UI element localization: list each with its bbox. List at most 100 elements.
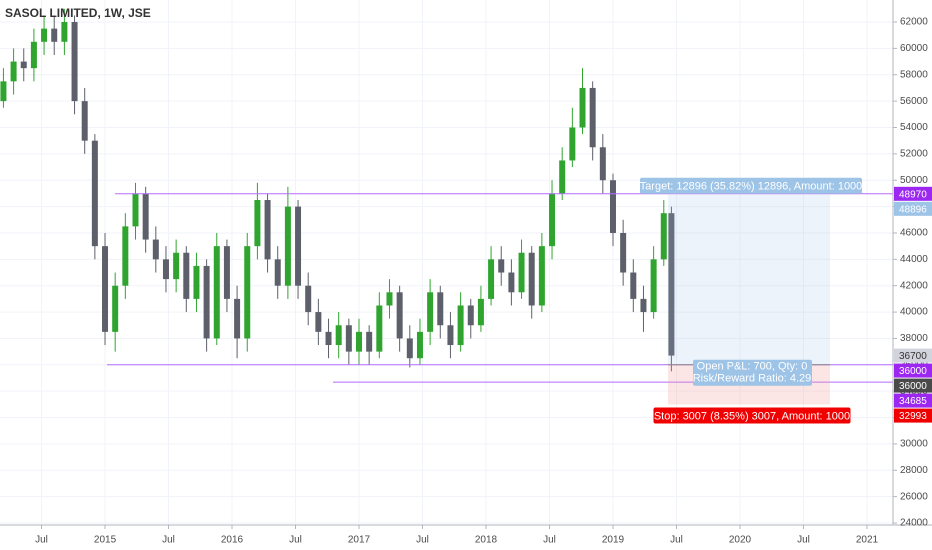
candle-body: [579, 87, 586, 128]
candle-body: [315, 312, 322, 332]
candle-body: [508, 272, 515, 293]
x-tick-label: Jul: [416, 535, 429, 546]
candle-body: [447, 325, 454, 346]
y-tick-label: 54000: [900, 122, 928, 133]
price-label: 48970: [899, 189, 927, 200]
candle-body: [477, 298, 484, 326]
x-tick-label: 2021: [856, 535, 879, 546]
x-tick-label: 2020: [729, 535, 752, 546]
price-label-box: [894, 186, 932, 201]
candle-body: [81, 101, 88, 141]
candle-body: [234, 298, 241, 339]
candle-body: [0, 81, 7, 102]
target-label-box: [639, 177, 862, 194]
candle-body: [223, 246, 230, 299]
price-label-box: [894, 348, 932, 363]
candle-body: [30, 41, 37, 69]
x-tick-label: 2016: [221, 535, 244, 546]
candle-body: [102, 246, 109, 332]
target-zone: [667, 194, 831, 365]
x-tick-label: Jul: [797, 535, 810, 546]
y-tick-label: 56000: [900, 96, 928, 107]
candle-body: [254, 200, 261, 247]
y-tick-label: 44000: [900, 254, 928, 265]
y-tick-label: 62000: [900, 17, 928, 28]
candle-body: [295, 206, 302, 286]
candle-body: [10, 61, 17, 82]
y-tick-label: 28000: [900, 465, 928, 476]
y-tick-label: 50000: [900, 175, 928, 186]
x-tick-label: 2019: [602, 535, 625, 546]
candle-body: [142, 193, 149, 240]
candle-body: [488, 259, 495, 299]
x-tick-label: 2015: [94, 535, 117, 546]
candle-body: [599, 147, 606, 181]
candle-body: [173, 252, 180, 280]
candle-body: [264, 200, 271, 260]
y-tick-label: 24000: [900, 518, 928, 529]
x-tick-label: Jul: [289, 535, 302, 546]
candle-body: [132, 193, 139, 227]
candle-body: [609, 180, 616, 233]
price-label: 48896: [899, 204, 927, 215]
chart-title: SASOL LIMITED, 1W, JSE: [5, 6, 151, 20]
candle-body: [335, 325, 342, 346]
candle-body: [660, 213, 667, 260]
candle-body: [396, 292, 403, 339]
price-label: 36000: [899, 366, 927, 377]
candle-body: [71, 22, 78, 102]
candle-body: [20, 61, 27, 69]
x-tick-label: Jul: [162, 535, 175, 546]
candle-body: [437, 292, 444, 326]
candle-body: [406, 338, 413, 359]
candle-body: [630, 272, 637, 299]
candle-body: [498, 259, 505, 273]
candle-body: [51, 28, 58, 42]
candle-body: [152, 239, 159, 260]
y-tick-label: 42000: [900, 280, 928, 291]
labels: Target: 12896 (35.82%) 12896, Amount: 10…: [639, 177, 932, 424]
x-tick-label: Jul: [543, 535, 556, 546]
y-tick-label: 26000: [900, 491, 928, 502]
stop-label: Stop: 3007 (8.35%) 3007, Amount: 1000: [654, 410, 850, 422]
candle-body: [325, 331, 332, 346]
pnl-box: [693, 359, 812, 386]
price-label-box: [894, 363, 932, 378]
price-label-box: [894, 393, 932, 408]
x-tick-label: 2017: [348, 535, 371, 546]
candle-body: [376, 305, 383, 352]
x-tick-label: Jul: [670, 535, 683, 546]
price-label-box: [894, 408, 932, 423]
candle-body: [549, 193, 556, 247]
candle-body: [356, 331, 363, 352]
price-label: 32993: [899, 411, 927, 422]
y-tick-label: 38000: [900, 333, 928, 344]
price-label: 36700: [899, 351, 927, 362]
price-label-box: [894, 201, 932, 216]
candle-body: [640, 298, 647, 313]
candle-body: [112, 285, 119, 332]
candle-body: [538, 246, 545, 306]
candle-body: [61, 22, 68, 42]
x-tick-label: 2018: [475, 535, 498, 546]
candle-body: [528, 252, 535, 306]
y-tick-label: 60000: [900, 43, 928, 54]
candle-body: [274, 259, 281, 286]
rr-label: Risk/Reward Ratio: 4.29: [693, 373, 812, 385]
candle-body: [650, 259, 657, 313]
candle-body: [345, 325, 352, 352]
candle-body: [193, 265, 200, 299]
candle-body: [366, 331, 373, 352]
candle-body: [284, 206, 291, 286]
candle-body: [416, 331, 423, 359]
candle-body: [518, 252, 525, 293]
pnl-label: Open P&L: 700, Qty: 0: [697, 361, 808, 373]
target-label: Target: 12896 (35.82%) 12896, Amount: 10…: [640, 181, 863, 193]
y-tick-label: 52000: [900, 149, 928, 160]
candle-body: [41, 28, 48, 42]
candle-body: [457, 305, 464, 346]
y-tick-label: 58000: [900, 69, 928, 80]
x-tick-label: Jul: [35, 535, 48, 546]
